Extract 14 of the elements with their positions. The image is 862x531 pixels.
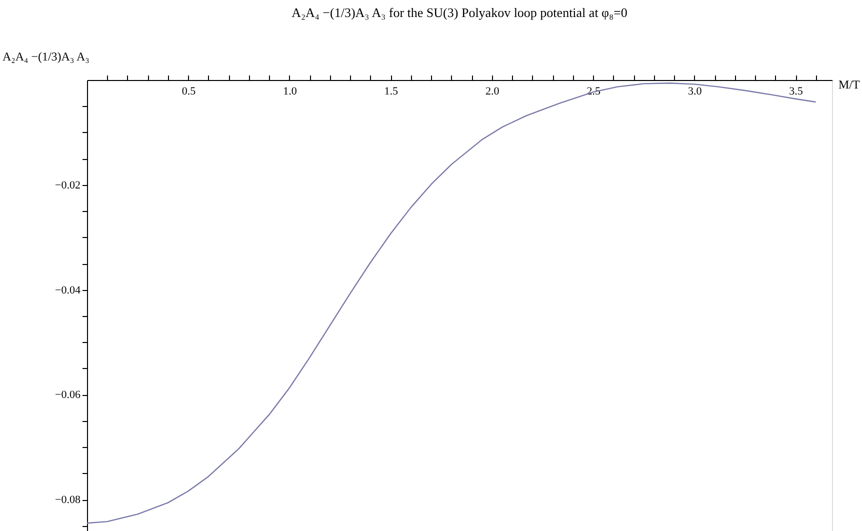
y-tick-label: −0.08 [55, 494, 81, 506]
x-tick-label: 1.0 [283, 86, 298, 98]
x-tick-label: 2.0 [486, 86, 500, 98]
x-axis-title: M/T [838, 78, 861, 92]
x-tick-label: 3.5 [789, 86, 804, 98]
y-tick-label: −0.06 [55, 389, 81, 402]
x-tick-label: 3.0 [688, 86, 702, 98]
y-axis-title: A₂A₄ −(1/3)A₃ A₃ [2, 50, 90, 64]
line-series [86, 82, 816, 524]
y-tick-label: −0.04 [55, 284, 81, 296]
x-tick-label: 0.5 [182, 86, 196, 98]
x-tick-label: 1.5 [384, 86, 399, 98]
chart-title: A₂A₄ −(1/3)A₃ A₃ for the SU(3) Polyakov loop potential at φ₈=0 [292, 5, 628, 20]
y-tick-label: −0.02 [55, 179, 80, 192]
